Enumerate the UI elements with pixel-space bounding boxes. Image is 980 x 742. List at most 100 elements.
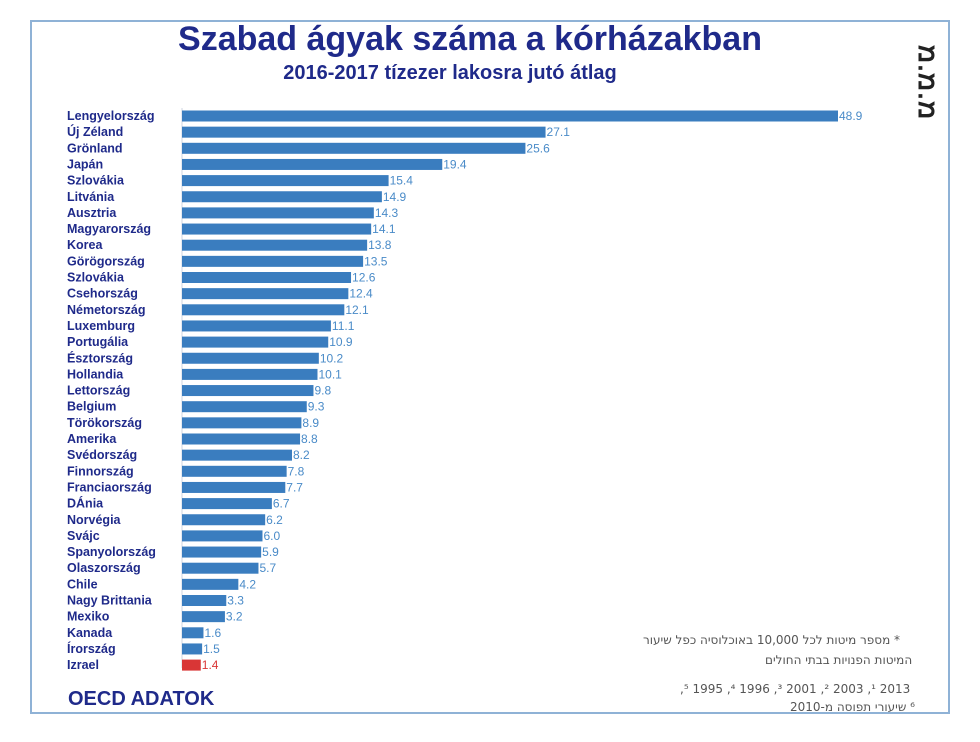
value-label: 12.4 [349, 287, 373, 301]
chart-subtitle: 2016-2017 tízezer lakosra jutó átlag [283, 62, 617, 84]
value-label: 14.1 [372, 222, 396, 236]
bar [182, 530, 263, 542]
bar [182, 288, 349, 300]
bar [182, 659, 201, 671]
bar [182, 158, 443, 170]
note-line-1: * מספר מיטות לכל 10,000 באוכלוסיה כפל שי… [643, 633, 901, 647]
value-label: 1.6 [204, 626, 221, 640]
category-label: Nagy Brittania [67, 594, 153, 608]
bar [182, 562, 259, 574]
value-label: 4.2 [239, 577, 256, 591]
category-label: Szlovákia [67, 174, 125, 188]
category-label: Belgium [67, 400, 116, 414]
category-label: Lettország [67, 384, 130, 398]
value-label: 27.1 [547, 125, 571, 139]
value-label: 3.3 [227, 594, 244, 608]
bar [182, 272, 352, 283]
category-label: Svédország [67, 448, 137, 462]
category-label: Csehország [67, 287, 138, 301]
value-label: 10.1 [318, 367, 342, 381]
category-label: Finnország [67, 464, 134, 478]
bar [182, 239, 368, 251]
chart-frame [30, 20, 950, 714]
bar [182, 578, 239, 590]
value-label: 19.4 [443, 157, 467, 171]
category-label: Írország [67, 641, 116, 656]
category-label: Svájc [67, 529, 100, 543]
note-line-2: המיטות הפנויות בבתי החולים [765, 653, 913, 667]
category-label: Spanyolország [67, 545, 156, 559]
category-label: Görögország [67, 254, 145, 268]
bar [182, 643, 203, 655]
bar [182, 142, 526, 154]
category-label: Kanada [67, 626, 113, 640]
value-label: 8.9 [302, 416, 319, 430]
value-label: 5.9 [262, 545, 279, 559]
bar [182, 191, 382, 203]
category-label: Luxemburg [67, 319, 135, 333]
value-label: 6.7 [273, 497, 290, 511]
bar [182, 433, 301, 445]
bar [182, 401, 307, 413]
value-label: 7.8 [288, 464, 305, 478]
category-label: Magyarország [67, 222, 151, 236]
category-label: Olaszország [67, 561, 141, 575]
chart-title: Szabad ágyak száma a kórházakban [178, 20, 762, 58]
category-label: Ausztria [67, 206, 117, 220]
category-label: Mexiko [67, 610, 110, 624]
category-label: DÁnia [67, 496, 104, 511]
value-label: 8.2 [293, 448, 310, 462]
value-label: 9.3 [308, 400, 325, 414]
category-label: Portugália [67, 335, 129, 349]
value-label: 14.3 [375, 206, 399, 220]
bar [182, 627, 204, 639]
value-label: 6.2 [266, 513, 283, 527]
category-label: Új Zéland [67, 124, 123, 139]
category-label: Lengyelország [67, 109, 155, 123]
value-label: 25.6 [526, 141, 550, 155]
bar [182, 207, 374, 219]
category-label: Litvánia [67, 190, 115, 204]
bar [182, 498, 272, 510]
bar [182, 352, 319, 364]
value-label: 10.9 [329, 335, 353, 349]
bar [182, 481, 286, 493]
category-label: Észtország [67, 350, 133, 365]
bar [182, 611, 225, 623]
bar [182, 417, 302, 429]
bars-layer: Lengyelország 48.9 Új Zéland 27.1 Grönland 25… [67, 109, 863, 672]
category-label: Norvégia [67, 513, 122, 527]
value-label: 10.2 [320, 351, 344, 365]
bar [182, 368, 318, 380]
note-line-4: ⁶ שיעורי תפוסה מ-2010 [790, 700, 915, 714]
value-label: 9.8 [314, 384, 331, 398]
value-label: 12.6 [352, 271, 376, 285]
value-label: 12.1 [345, 303, 369, 317]
bar [182, 223, 372, 235]
value-label: 5.7 [259, 561, 276, 575]
category-label: Chile [67, 577, 98, 591]
bar [182, 304, 345, 316]
value-label: 6.0 [263, 529, 280, 543]
bar [182, 336, 329, 348]
value-label: 13.5 [364, 254, 388, 268]
category-label: Izrael [67, 658, 99, 672]
category-label: Amerika [67, 432, 117, 446]
bar [182, 465, 287, 477]
bar [182, 175, 389, 187]
category-label: Japán [67, 157, 103, 171]
value-label: 11.1 [332, 319, 355, 333]
category-label: Szlovákia [67, 271, 125, 285]
category-label: Hollandia [67, 367, 124, 381]
category-label: Törökország [67, 416, 142, 430]
bar [182, 255, 364, 267]
bar [182, 110, 838, 122]
bar [182, 514, 266, 526]
footer-source: OECD ADATOK [68, 688, 215, 710]
bar [182, 546, 262, 558]
value-label: 1.5 [203, 642, 220, 656]
bar [182, 449, 293, 461]
bar [182, 126, 546, 138]
category-label: Grönland [67, 141, 123, 155]
